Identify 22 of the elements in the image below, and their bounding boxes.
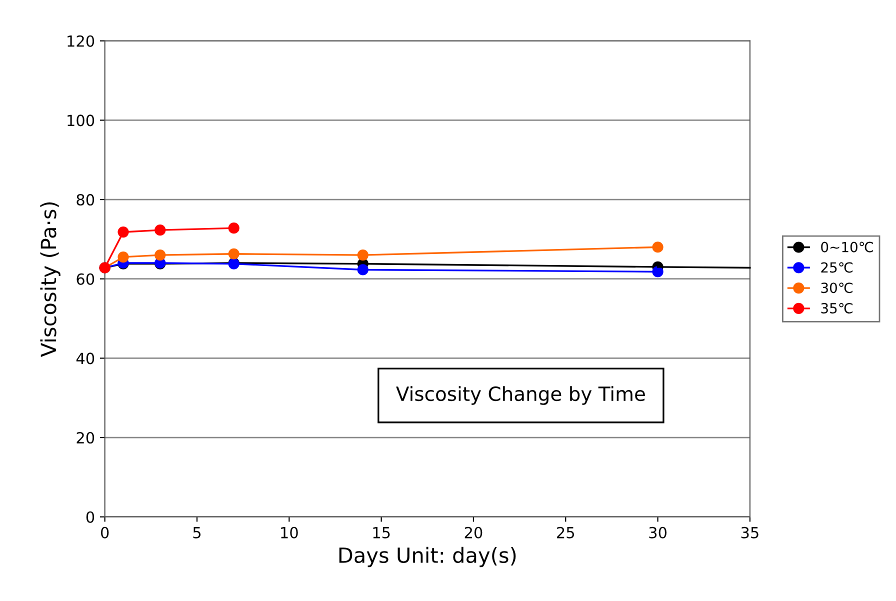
y-tick-label: 120 xyxy=(68,35,94,47)
y-tick-label: 20 xyxy=(76,432,94,444)
x-axis-title: Days Unit: day(s) xyxy=(339,546,516,568)
legend-label: 35℃ xyxy=(821,302,852,314)
x-tick-label: 30 xyxy=(649,526,666,538)
x-tick-label: 15 xyxy=(373,527,390,538)
y-tick-label: 60 xyxy=(76,273,94,285)
x-tick-label: 25 xyxy=(557,526,574,538)
x-tick-label: 20 xyxy=(464,526,482,538)
annotation: Viscosity Change by Time xyxy=(396,386,645,405)
x-tick-label: 10 xyxy=(281,526,298,538)
y-tick-label: 40 xyxy=(76,352,94,364)
legend-label: 30℃ xyxy=(821,282,852,294)
y-tick-label: 0 xyxy=(86,511,94,523)
x-tick-label: 0 xyxy=(100,526,109,538)
x-tick-label: 5 xyxy=(193,527,201,538)
y-axis-title: Viscosity (Pa·s) xyxy=(40,202,60,357)
legend-label: 0~10℃ xyxy=(821,242,873,252)
y-tick-label: 80 xyxy=(76,194,94,206)
y-tick-label: 100 xyxy=(68,114,94,126)
legend-label: 25℃ xyxy=(821,262,852,273)
x-tick-label: 35 xyxy=(741,526,758,538)
